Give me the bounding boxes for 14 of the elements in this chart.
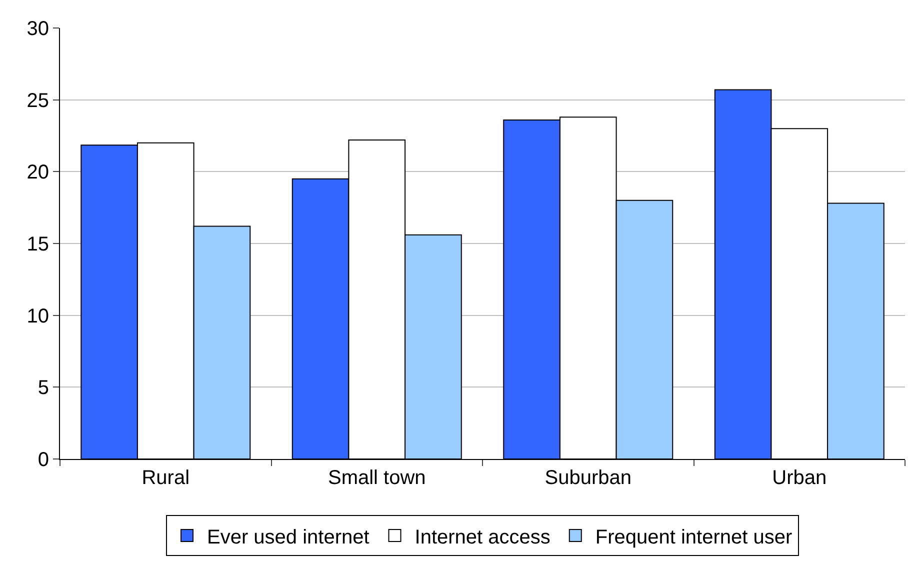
- y-tick-label: 15: [26, 234, 49, 256]
- x-tick-label: Suburban: [544, 467, 632, 489]
- legend-label: Ever used internet: [207, 526, 370, 548]
- y-tick-label: 25: [26, 90, 49, 112]
- y-tick-label: 20: [26, 162, 49, 184]
- legend-label: Frequent internet user: [595, 526, 792, 548]
- x-tick-label: Small town: [328, 467, 426, 489]
- y-tick-label: 5: [38, 377, 49, 400]
- y-tick-label: 0: [38, 449, 49, 471]
- x-tick-label: Rural: [142, 467, 190, 489]
- legend-label: Internet access: [414, 526, 550, 548]
- x-tick-label: Urban: [772, 467, 827, 489]
- y-tick-label: 10: [26, 305, 49, 328]
- y-tick-label: 30: [26, 18, 49, 40]
